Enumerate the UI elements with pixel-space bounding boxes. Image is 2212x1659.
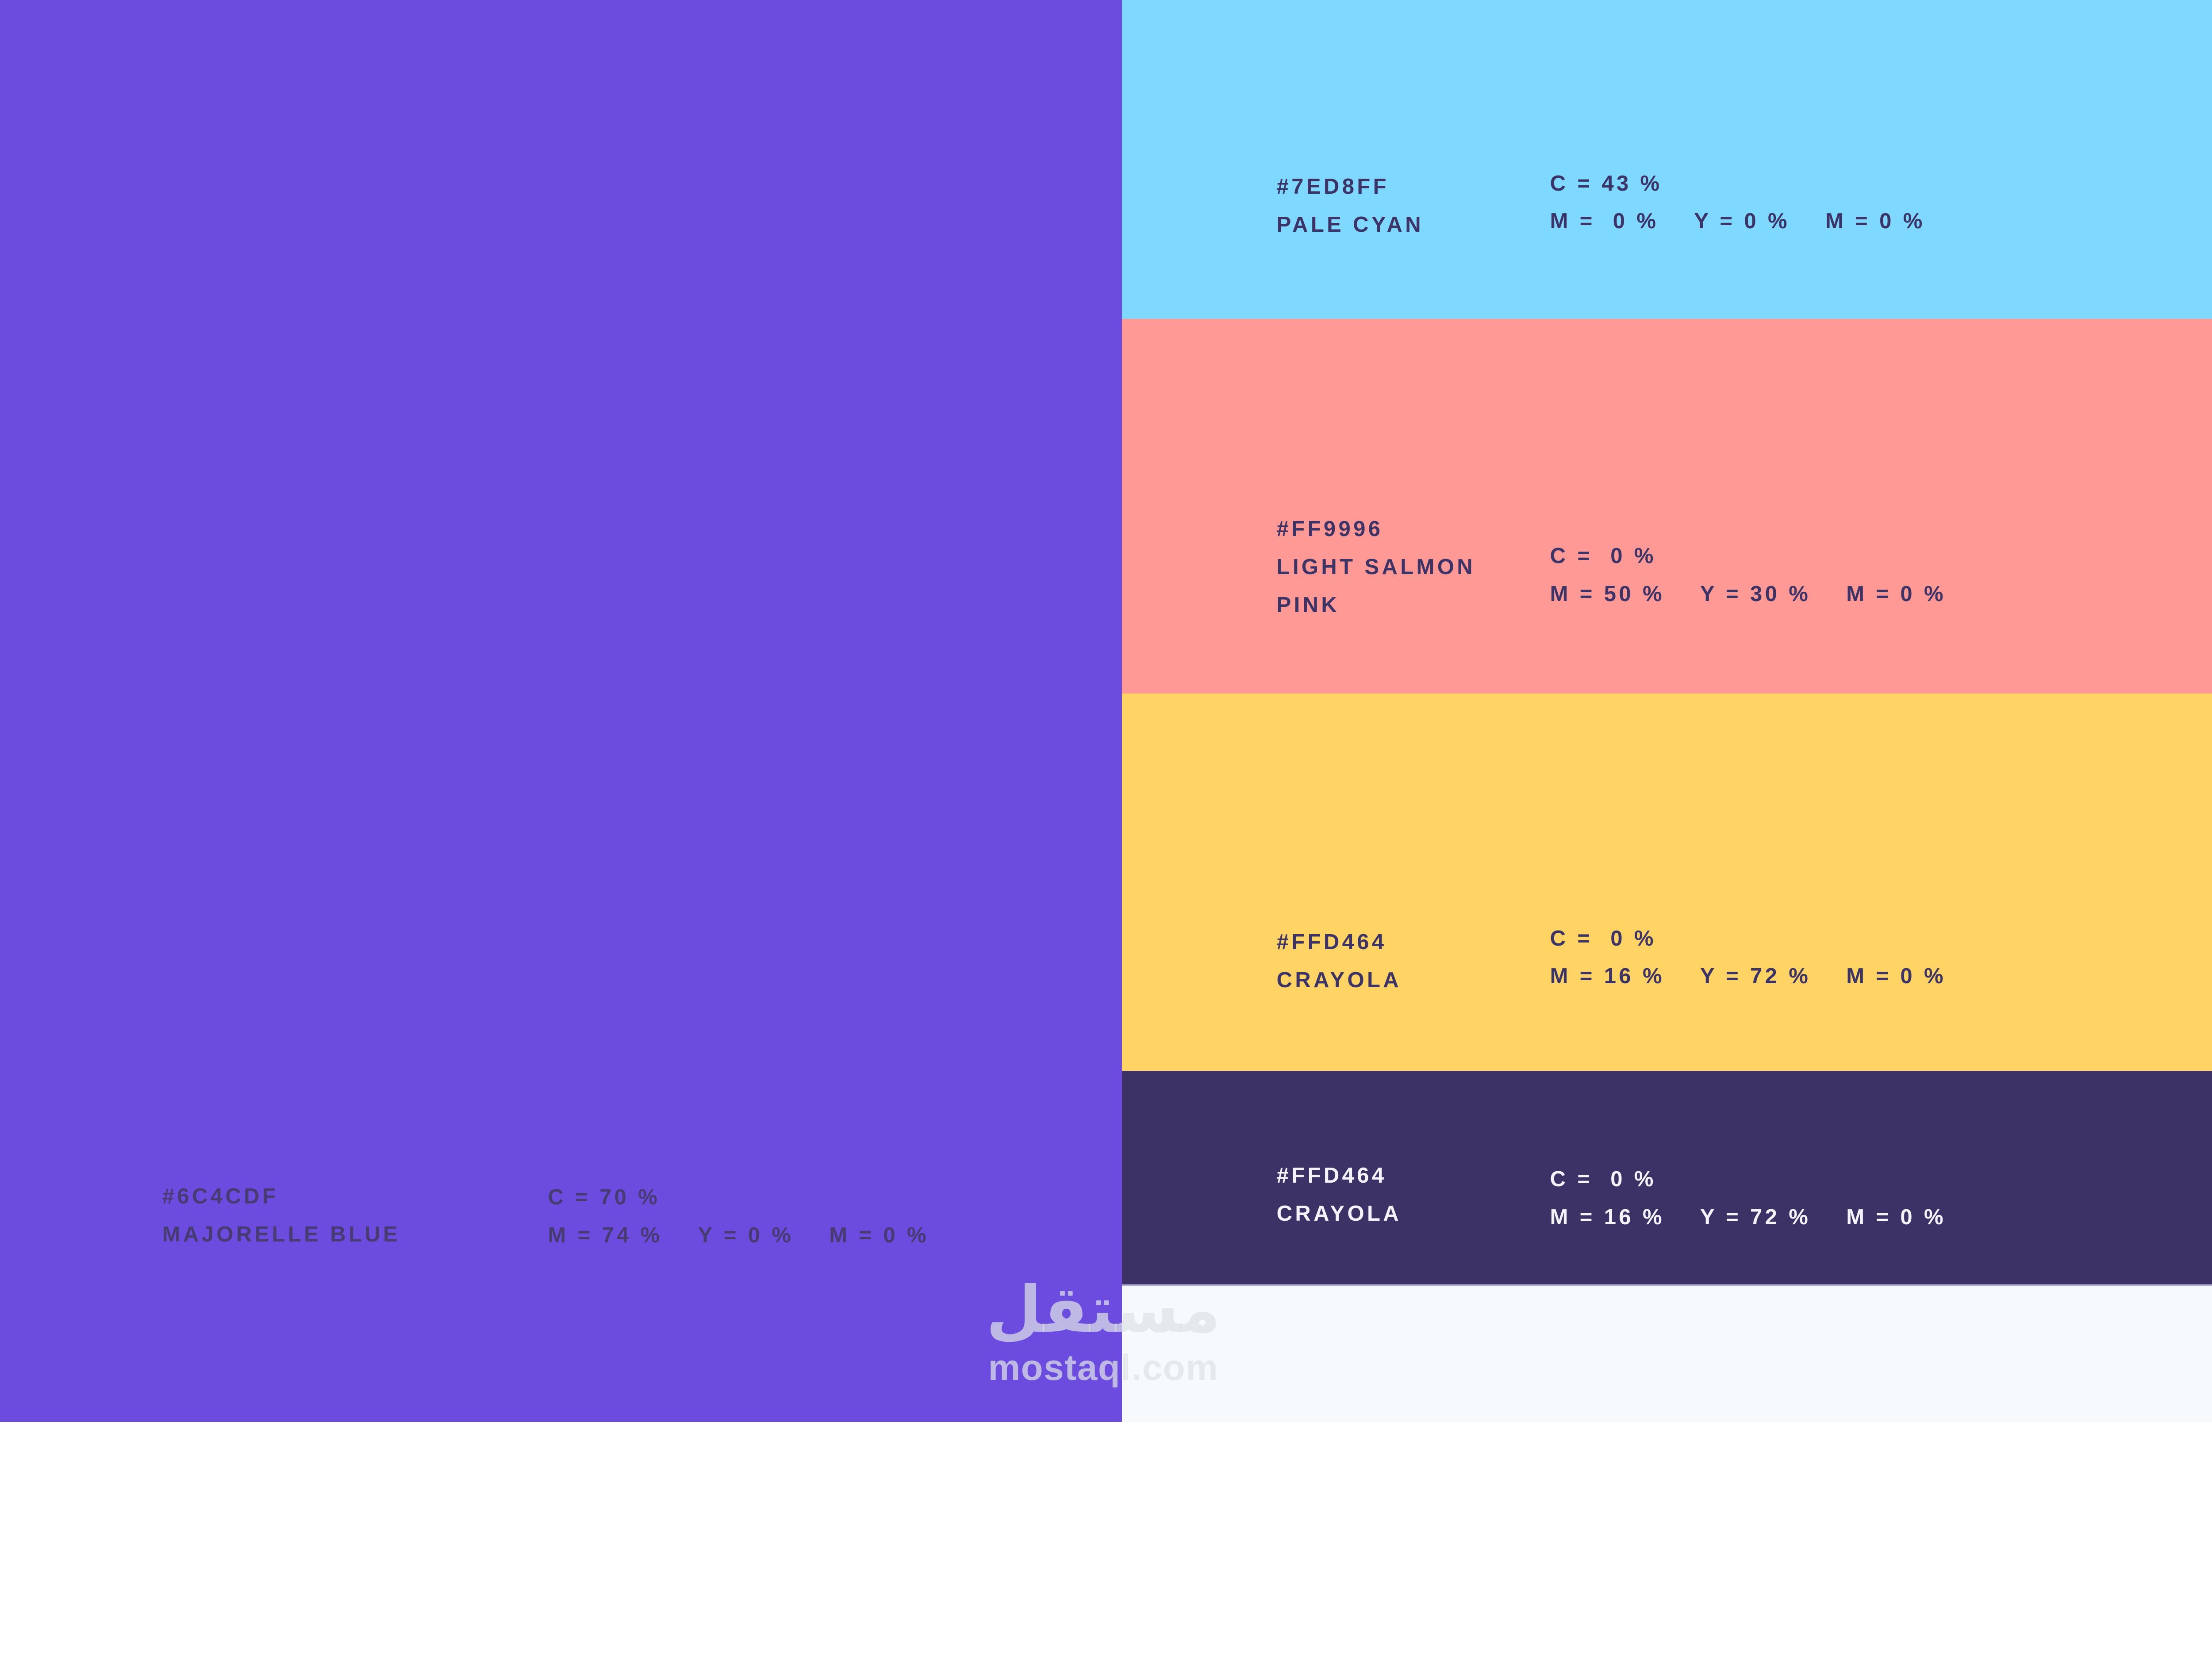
dark-band-cmyk: C = 0 % M = 16 % Y = 72 % M = 0 % [1550, 1161, 1946, 1237]
cmyk-m-value: M = 16 % [1550, 964, 1665, 989]
cmyk-myk-row: M = 0 % Y = 0 % M = 0 % [1550, 203, 1925, 241]
cmyk-myk-row: M = 74 % Y = 0 % M = 0 % [548, 1217, 929, 1255]
cmyk-c-value: C = 0 % [1550, 1167, 1656, 1192]
color-name-label-line2: PINK [1276, 593, 1340, 617]
cmyk-y-value: Y = 30 % [1700, 582, 1811, 606]
hex-code-label: #FFD464 [1276, 930, 1387, 954]
light-salmon-pink-labels: #FF9996 LIGHT SALMON PINK [1277, 510, 1475, 624]
cmyk-c-value: C = 70 % [548, 1185, 661, 1210]
color-band-crayola: #FFD464 CRAYOLA C = 0 % M = 16 % Y = 72 … [1122, 693, 2212, 1071]
cmyk-k-value: M = 0 % [1825, 209, 1925, 234]
color-band-pale-cyan: #7ED8FF PALE CYAN C = 43 % M = 0 % Y = 0… [1122, 0, 2212, 319]
hex-code-label: #FF9996 [1276, 517, 1383, 541]
color-bands-column: #7ED8FF PALE CYAN C = 43 % M = 0 % Y = 0… [1122, 0, 2212, 1422]
cmyk-myk-row: M = 16 % Y = 72 % M = 0 % [1550, 958, 1946, 996]
color-name-label: LIGHT SALMON [1276, 555, 1475, 579]
cmyk-y-value: Y = 0 % [698, 1223, 794, 1247]
cmyk-myk-row: M = 16 % Y = 72 % M = 0 % [1550, 1199, 1946, 1237]
color-band-light-salmon-pink: #FF9996 LIGHT SALMON PINK C = 0 % M = 50… [1122, 318, 2212, 693]
cmyk-m-value: M = 74 % [548, 1223, 663, 1247]
crayola-cmyk: C = 0 % M = 16 % Y = 72 % M = 0 % [1550, 920, 1946, 996]
light-salmon-pink-cmyk: C = 0 % M = 50 % Y = 30 % M = 0 % [1550, 537, 1946, 613]
cmyk-m-value: M = 50 % [1550, 582, 1665, 606]
hex-code-label: #7ED8FF [1276, 174, 1389, 199]
majorelle-blue-labels: #6C4CDF MAJORELLE BLUE [162, 1178, 400, 1254]
color-panel-majorelle-blue: #6C4CDF MAJORELLE BLUE C = 70 % M = 74 %… [0, 0, 1122, 1422]
cmyk-c-value: C = 0 % [1550, 926, 1656, 950]
cmyk-k-value: M = 0 % [1846, 582, 1946, 606]
pale-cyan-cmyk: C = 43 % M = 0 % Y = 0 % M = 0 % [1550, 165, 1925, 241]
cmyk-y-value: Y = 72 % [1700, 1205, 1811, 1229]
crayola-labels: #FFD464 CRAYOLA [1277, 923, 1402, 1000]
cmyk-y-value: Y = 72 % [1700, 964, 1811, 989]
cmyk-k-value: M = 0 % [1846, 1205, 1946, 1229]
cmyk-m-value: M = 16 % [1550, 1205, 1665, 1229]
majorelle-blue-cmyk: C = 70 % M = 74 % Y = 0 % M = 0 % [548, 1179, 929, 1255]
hex-code-label: #FFD464 [1276, 1164, 1387, 1188]
cmyk-myk-row: M = 50 % Y = 30 % M = 0 % [1550, 575, 1946, 613]
color-name-label: CRAYOLA [1276, 1202, 1402, 1226]
color-name-label: PALE CYAN [1276, 212, 1424, 237]
cmyk-c-value: C = 0 % [1550, 544, 1656, 568]
pale-cyan-labels: #7ED8FF PALE CYAN [1277, 168, 1424, 244]
dark-band-labels: #FFD464 CRAYOLA [1277, 1157, 1402, 1233]
color-band-dark-navy: #FFD464 CRAYOLA C = 0 % M = 16 % Y = 72 … [1122, 1071, 2212, 1284]
color-name-label: MAJORELLE BLUE [162, 1222, 401, 1246]
cmyk-m-value: M = 0 % [1550, 209, 1659, 234]
hex-code-label: #6C4CDF [162, 1184, 279, 1208]
footer-band [1122, 1284, 2212, 1422]
cmyk-k-value: M = 0 % [1846, 964, 1946, 989]
color-name-label: CRAYOLA [1276, 968, 1402, 992]
cmyk-y-value: Y = 0 % [1694, 209, 1790, 234]
color-palette-poster: #6C4CDF MAJORELLE BLUE C = 70 % M = 74 %… [0, 0, 2212, 1422]
cmyk-c-value: C = 43 % [1550, 171, 1663, 195]
cmyk-k-value: M = 0 % [829, 1223, 929, 1247]
